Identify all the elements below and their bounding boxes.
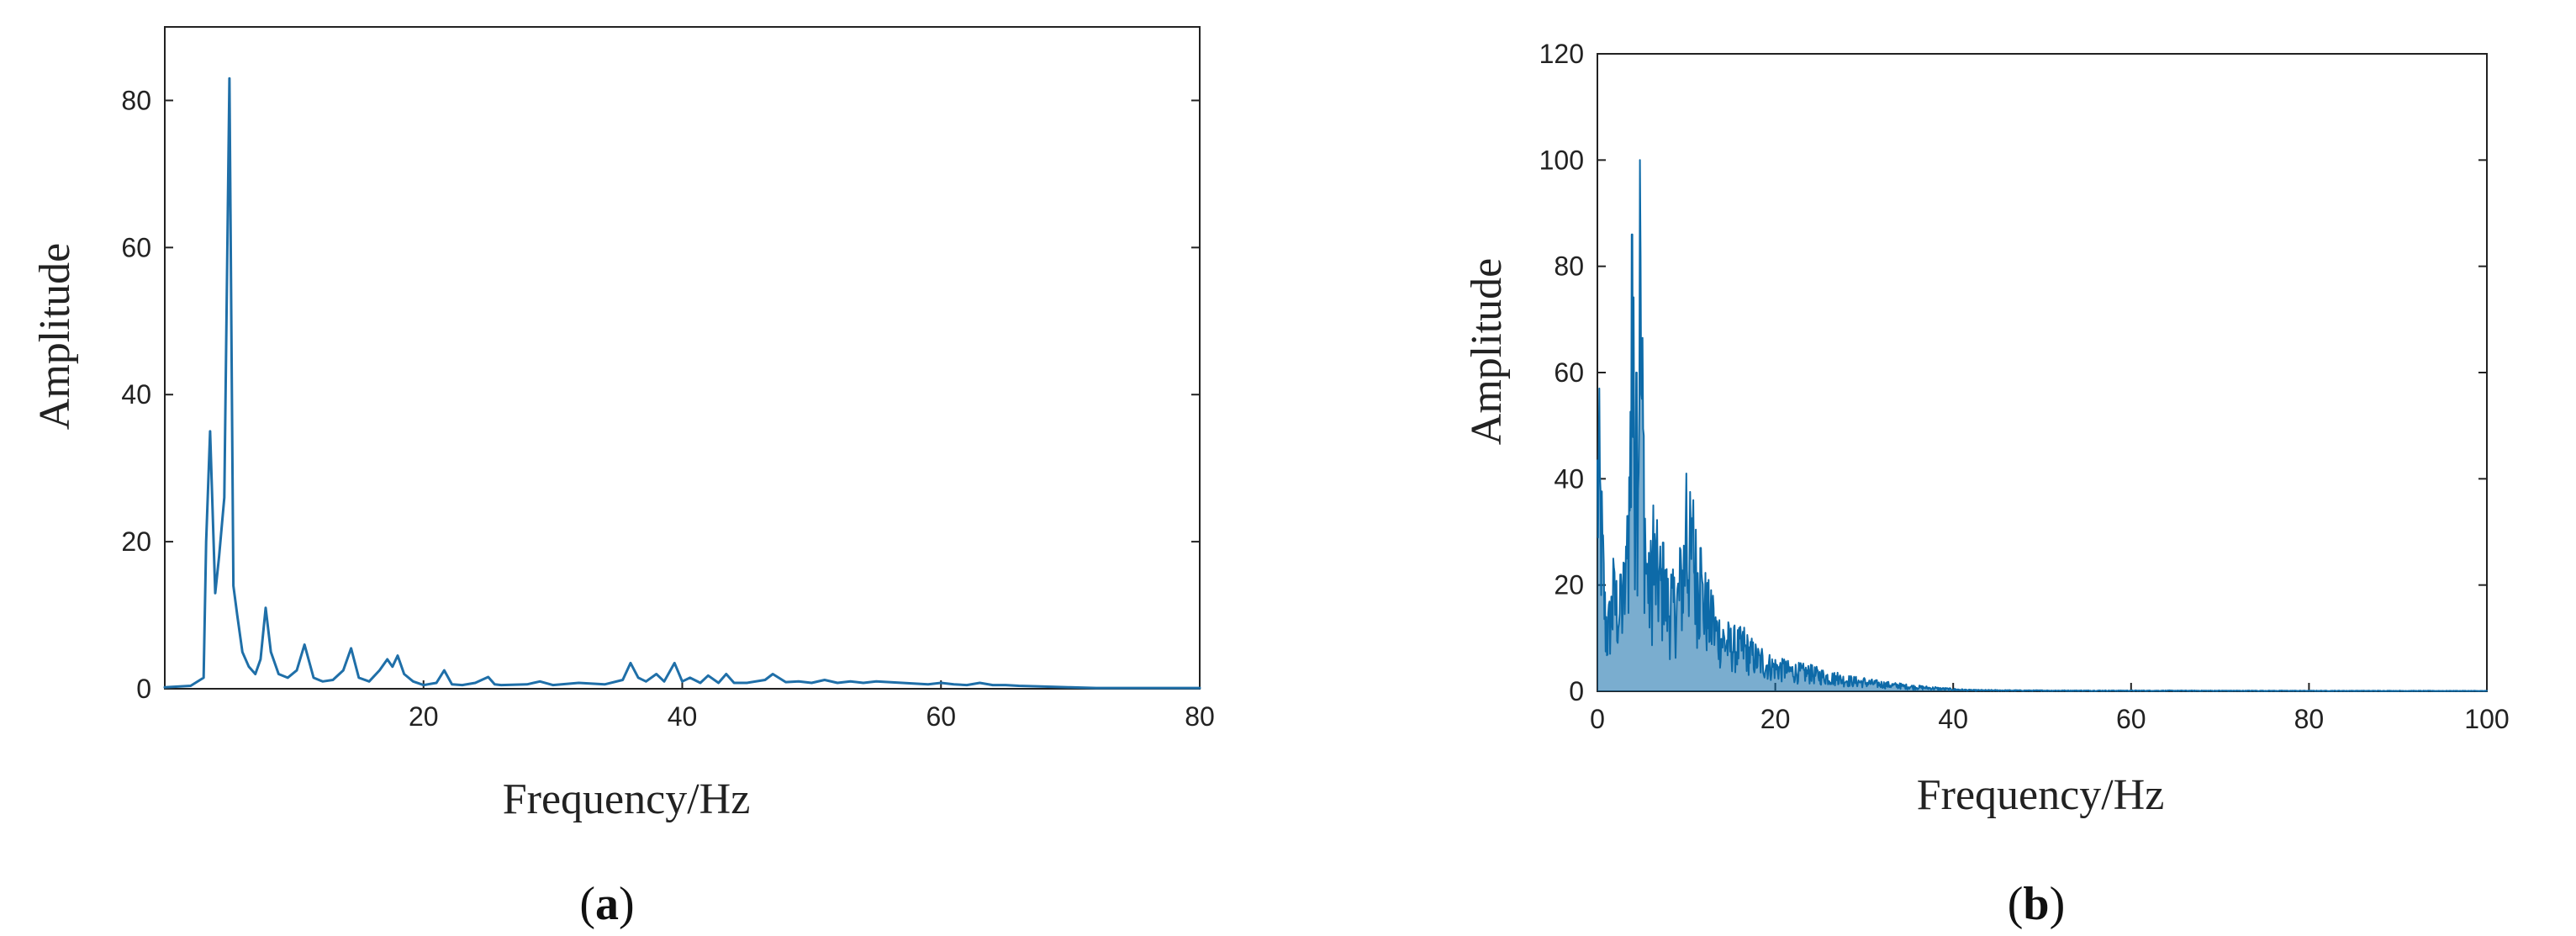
panel-b-label: (b)	[2008, 878, 2065, 930]
panel-a-label-letter: a	[595, 878, 619, 930]
panel-b-label-close: )	[2050, 878, 2066, 930]
panel-a-x-axis-title: Frequency/Hz	[503, 775, 751, 823]
panel-b-x-tick-label: 100	[2464, 704, 2509, 734]
panel-b-x-tick-label: 40	[1938, 704, 1968, 734]
panel-a-y-tick-label: 80	[121, 85, 151, 115]
panel-b-y-tick-label: 80	[1554, 251, 1584, 282]
panel-b-y-tick-label: 0	[1569, 676, 1584, 706]
panel-b-x-axis-title: Frequency/Hz	[1917, 771, 2165, 819]
panel-b-spectrum-line	[1597, 159, 2488, 692]
panel-a-y-tick-label: 40	[121, 379, 151, 410]
panel-a-y-axis-title: Amplitude	[31, 243, 79, 430]
panel-a: 20 40 60 80 0 20 40 60 80 Amplitude Frequency/Hz…	[31, 26, 1215, 930]
panel-b-x-tick-label: 20	[1760, 704, 1791, 734]
panel-a-x-tick-label: 40	[668, 701, 698, 732]
panel-a-ticks: 20 40 60 80 0 20 40 60 80	[121, 85, 1214, 732]
panel-a-x-tick-label: 60	[926, 701, 956, 732]
panel-b: 0 20 40 60 80 100 0 20 40 60 80 100 120 Amplitude Fr…	[1463, 39, 2510, 930]
panel-b-x-tick-label: 60	[2116, 704, 2146, 734]
panel-a-x-tick-label: 80	[1185, 701, 1215, 732]
panel-a-y-tick-label: 0	[136, 674, 151, 704]
panel-b-label-letter: b	[2023, 878, 2049, 930]
panel-b-y-axis-title: Amplitude	[1463, 258, 1511, 445]
panel-b-plot-frame	[1597, 53, 2488, 692]
panel-b-y-tick-label: 60	[1554, 357, 1584, 388]
panel-b-y-tick-label: 120	[1539, 39, 1584, 69]
panel-b-y-tick-label: 40	[1554, 463, 1584, 494]
panel-a-label-close: )	[619, 878, 635, 930]
panel-a-label-open: (	[579, 878, 595, 930]
panel-a-plot-frame	[164, 26, 1201, 690]
panel-b-ticks: 0 20 40 60 80 100 0 20 40 60 80 100 120	[1539, 39, 2510, 734]
panel-a-x-tick-label: 20	[409, 701, 439, 732]
panel-a-y-tick-label: 20	[121, 526, 151, 557]
panel-a-label: (a)	[579, 878, 634, 930]
panel-a-y-tick-label: 60	[121, 232, 151, 262]
panel-a-spectrum-line	[163, 77, 1201, 690]
panel-b-spectrum-fill	[1597, 160, 2487, 692]
panel-b-y-tick-label: 100	[1539, 145, 1584, 175]
panel-b-label-open: (	[2008, 878, 2024, 930]
panel-b-y-tick-label: 20	[1554, 570, 1584, 600]
panel-b-x-tick-label: 0	[1590, 704, 1605, 734]
panel-b-x-tick-label: 80	[2294, 704, 2325, 734]
